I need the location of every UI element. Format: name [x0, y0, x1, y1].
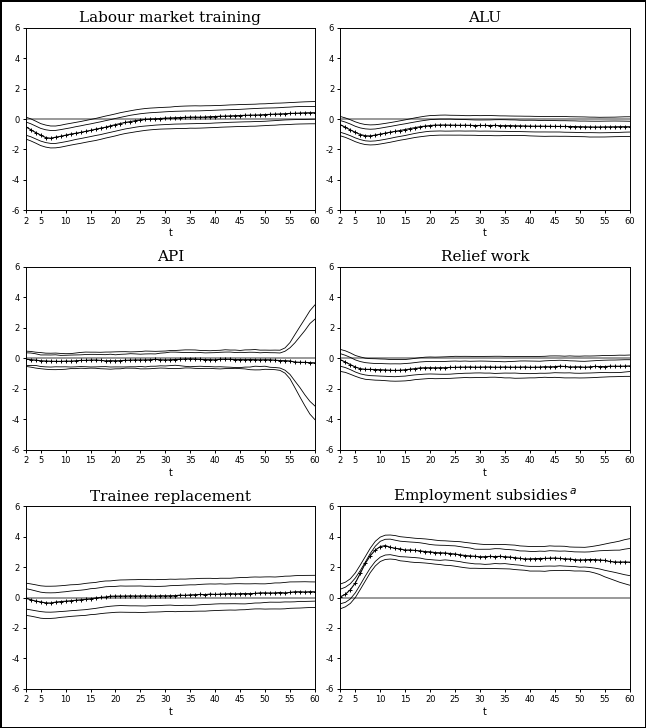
Title: Relief work: Relief work: [441, 250, 529, 264]
X-axis label: t: t: [169, 467, 172, 478]
X-axis label: t: t: [169, 229, 172, 238]
X-axis label: t: t: [169, 707, 172, 717]
X-axis label: t: t: [483, 229, 487, 238]
Title: ALU: ALU: [468, 11, 501, 25]
Title: Employment subsidies$\,^{\mathit{a}}$: Employment subsidies$\,^{\mathit{a}}$: [393, 486, 577, 505]
X-axis label: t: t: [483, 707, 487, 717]
Title: API: API: [157, 250, 184, 264]
Title: Labour market training: Labour market training: [79, 11, 261, 25]
X-axis label: t: t: [483, 467, 487, 478]
Title: Trainee replacement: Trainee replacement: [90, 490, 251, 504]
